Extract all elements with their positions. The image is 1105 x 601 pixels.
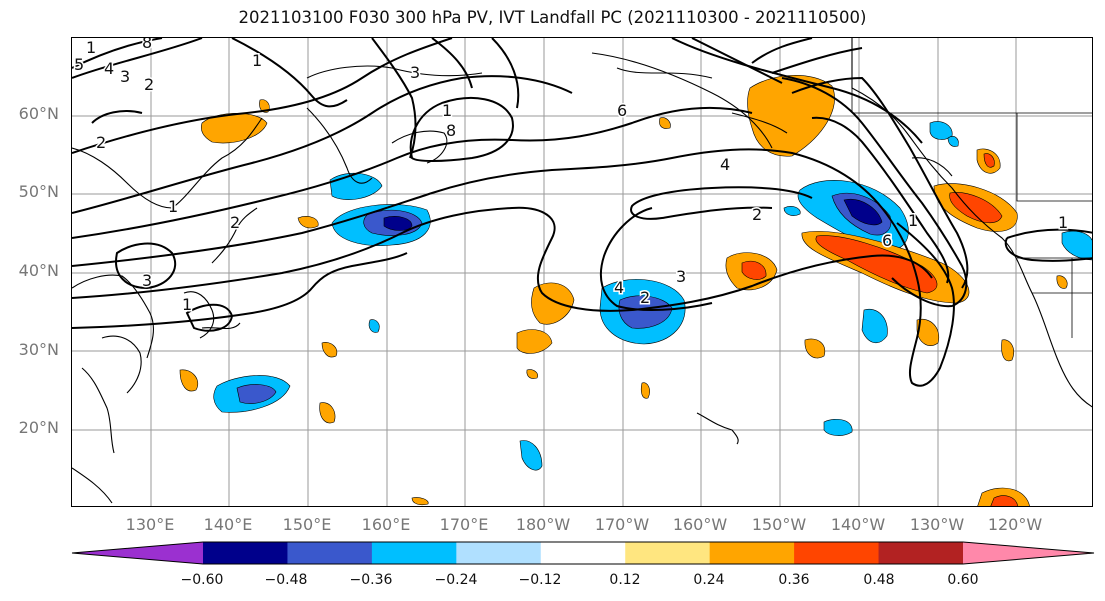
contour-label: 6 — [882, 231, 892, 250]
colorbar-extension-low — [72, 542, 203, 564]
lon-label-180w: 180°W — [515, 515, 571, 534]
lon-label-140e: 140°E — [203, 515, 253, 534]
colorbar-segment — [287, 542, 373, 564]
contour-label: 2 — [752, 205, 762, 224]
lon-label-160e: 160°E — [361, 515, 411, 534]
map-canvas: 1 8 5 4 3 2 3 1 8 2 6 4 1 2 1 3 1 2 4 2 … — [72, 38, 1092, 506]
colorbar-tick-label: −0.60 — [180, 572, 224, 588]
contour-label: 3 — [410, 63, 420, 82]
lon-label-130w: 130°W — [909, 515, 965, 534]
contour-label: 5 — [74, 55, 84, 74]
ivt-shading-negative — [213, 121, 1092, 471]
colorbar-segment — [794, 542, 880, 564]
lon-label-160w: 160°W — [672, 515, 728, 534]
lat-label-50n: 50°N — [18, 182, 59, 201]
colorbar-tick-label: −0.48 — [264, 572, 308, 588]
colorbar-segment — [540, 542, 626, 564]
contour-label: 6 — [617, 101, 627, 120]
lat-label-40n: 40°N — [18, 261, 59, 280]
contour-label: 2 — [144, 75, 154, 94]
colorbar-tick-label: 0.48 — [863, 572, 895, 588]
colorbar-tick-label: −0.12 — [518, 572, 562, 588]
lon-label-130e: 130°E — [125, 515, 175, 534]
colorbar-segment — [371, 542, 457, 564]
pv-contours — [72, 38, 1092, 387]
colorbar — [71, 541, 1095, 565]
contour-label: 8 — [142, 38, 152, 52]
contour-label: 1 — [168, 197, 178, 216]
map-title: 2021103100 F030 300 hPa PV, IVT Landfall… — [238, 8, 867, 27]
colorbar-tick-label: 0.36 — [778, 572, 810, 588]
colorbar-tick-label: −0.36 — [349, 572, 393, 588]
contour-label: 1 — [908, 211, 918, 230]
contour-label: 4 — [720, 155, 730, 174]
contour-label: 2 — [230, 213, 240, 232]
colorbar-segment — [203, 542, 288, 564]
graticule — [72, 38, 1092, 506]
contour-label: 1 — [182, 295, 192, 314]
contour-label: 1 — [442, 101, 452, 120]
colorbar-segment — [625, 542, 711, 564]
colorbar-tick-label: 0.24 — [693, 572, 725, 588]
lon-label-150e: 150°E — [282, 515, 332, 534]
colorbar-segment — [709, 542, 795, 564]
contour-label: 2 — [96, 133, 106, 152]
contour-label: 4 — [614, 278, 624, 297]
lat-label-20n: 20°N — [18, 418, 59, 437]
lon-label-150w: 150°W — [751, 515, 807, 534]
lat-label-30n: 30°N — [18, 340, 59, 359]
lat-label-60n: 60°N — [18, 104, 59, 123]
colorbar-segment — [456, 542, 542, 564]
contour-label: 8 — [446, 121, 456, 140]
contour-label: 1 — [86, 38, 96, 57]
lon-label-120w: 120°W — [987, 515, 1043, 534]
lon-label-170w: 170°W — [594, 515, 650, 534]
colorbar-outline — [71, 541, 1095, 565]
contour-label: 1 — [252, 51, 262, 70]
contour-label: 1 — [1058, 213, 1068, 232]
colorbar-segments — [71, 541, 1095, 565]
colorbar-tick-label: 0.12 — [609, 572, 641, 588]
contour-label: 2 — [640, 288, 650, 307]
contour-label: 3 — [142, 271, 152, 290]
colorbar-tick-label: 0.60 — [947, 572, 979, 588]
ivt-shading-positive — [179, 75, 1068, 506]
contour-label: 3 — [120, 67, 130, 86]
map-panel: 1 8 5 4 3 2 3 1 8 2 6 4 1 2 1 3 1 2 4 2 … — [71, 37, 1093, 507]
colorbar-tick-label: −0.24 — [434, 572, 478, 588]
contour-label-group: 1 8 5 4 3 2 3 1 8 2 6 4 1 2 1 3 1 2 4 2 … — [73, 38, 1070, 316]
contour-label: 3 — [676, 267, 686, 286]
lon-label-170e: 170°E — [439, 515, 489, 534]
contour-label: 4 — [104, 59, 114, 78]
colorbar-segment — [878, 542, 964, 564]
colorbar-extension-high — [963, 542, 1094, 564]
lon-label-140w: 140°W — [830, 515, 886, 534]
